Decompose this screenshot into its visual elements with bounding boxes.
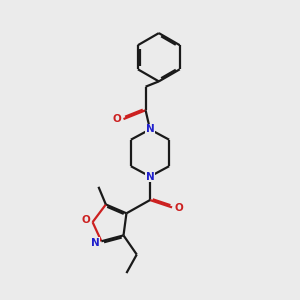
Text: N: N <box>91 238 99 248</box>
Text: N: N <box>146 172 154 182</box>
Text: O: O <box>112 114 122 124</box>
Text: O: O <box>174 203 183 213</box>
Text: O: O <box>82 215 91 225</box>
Text: N: N <box>146 124 154 134</box>
